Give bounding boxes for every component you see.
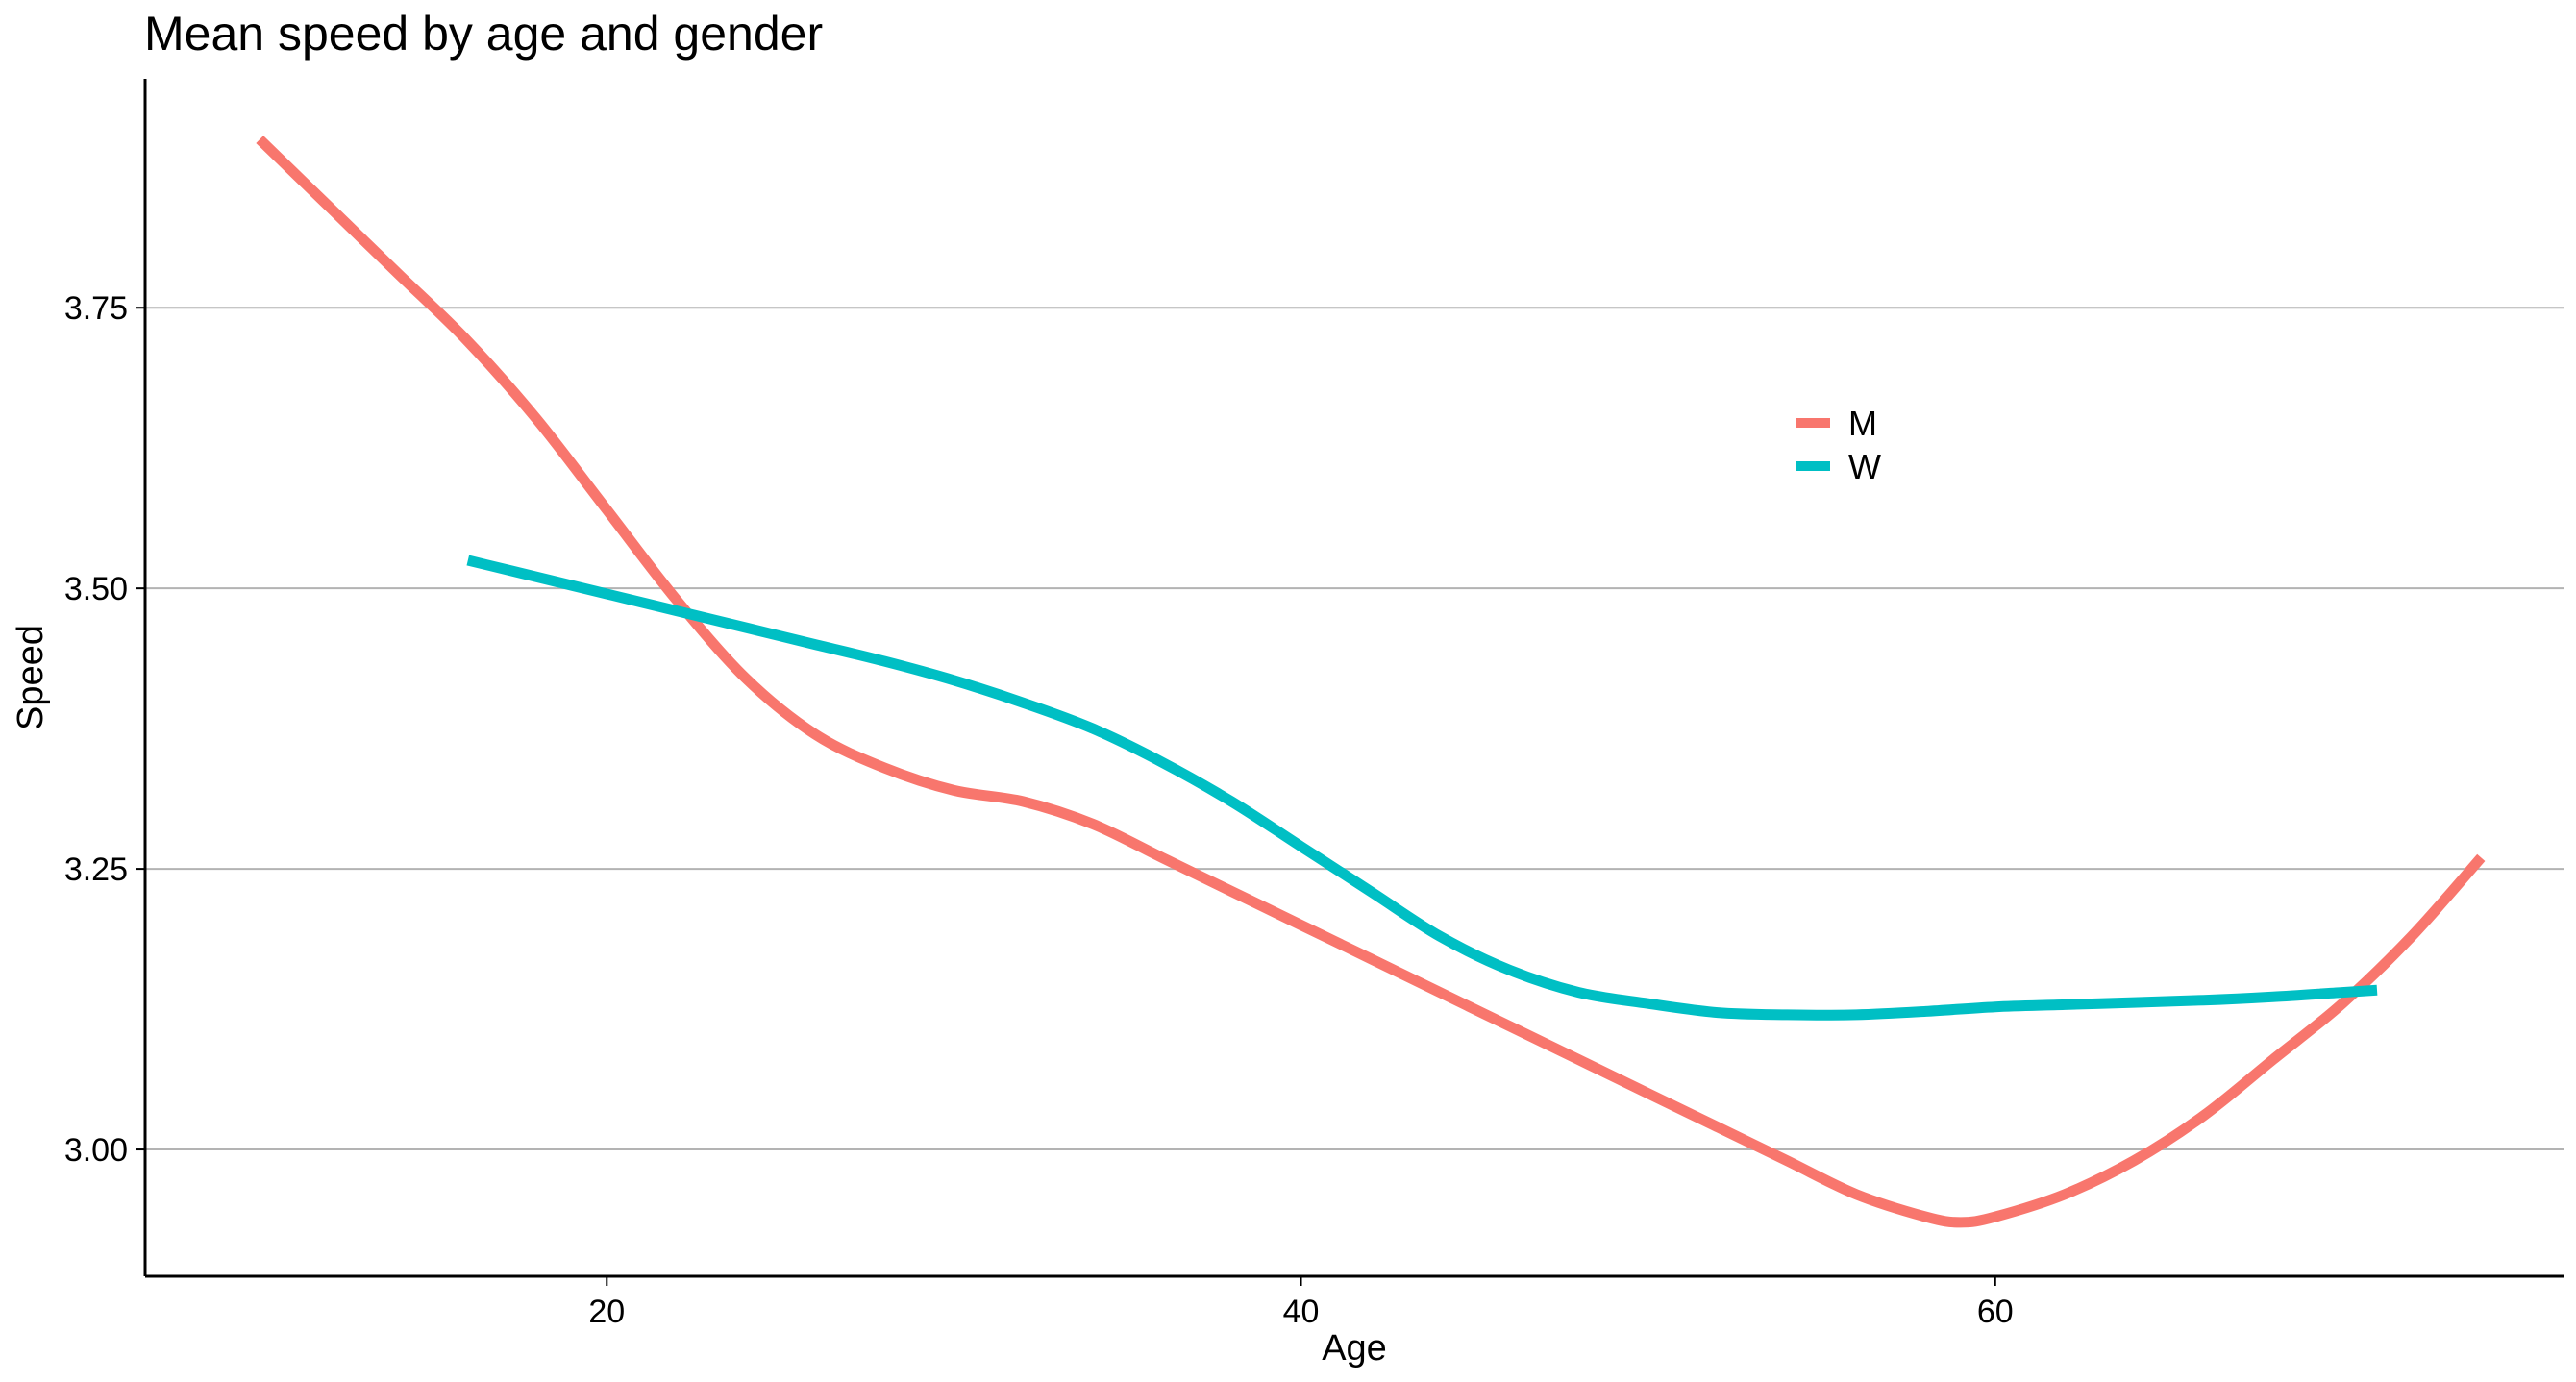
x-tick-label: 20 bbox=[588, 1294, 625, 1330]
y-tick-label: 3.00 bbox=[64, 1132, 128, 1169]
series-lines bbox=[256, 136, 2486, 1228]
x-axis-ticks: 20 40 60 bbox=[588, 1276, 2014, 1330]
legend-label-w: W bbox=[1848, 447, 1881, 486]
x-tick-label: 60 bbox=[1977, 1294, 2014, 1330]
y-axis-ticks: 3.00 3.25 3.50 3.75 bbox=[64, 290, 145, 1169]
plot-area: 20 40 60 3.00 3.25 3.50 3.75 bbox=[64, 79, 2564, 1330]
legend-label-m: M bbox=[1848, 404, 1877, 443]
series-line-w bbox=[466, 555, 2378, 1021]
y-tick-label: 3.50 bbox=[64, 571, 128, 607]
y-tick-label: 3.75 bbox=[64, 290, 128, 327]
chart-title: Mean speed by age and gender bbox=[144, 7, 823, 61]
y-axis-title: Speed bbox=[11, 625, 51, 730]
x-tick-label: 40 bbox=[1283, 1294, 1320, 1330]
series-line-m bbox=[256, 136, 2486, 1228]
legend: MW bbox=[1796, 404, 1881, 486]
gridlines bbox=[145, 307, 2564, 1151]
x-axis-title: Age bbox=[1322, 1328, 1387, 1369]
y-tick-label: 3.25 bbox=[64, 851, 128, 888]
